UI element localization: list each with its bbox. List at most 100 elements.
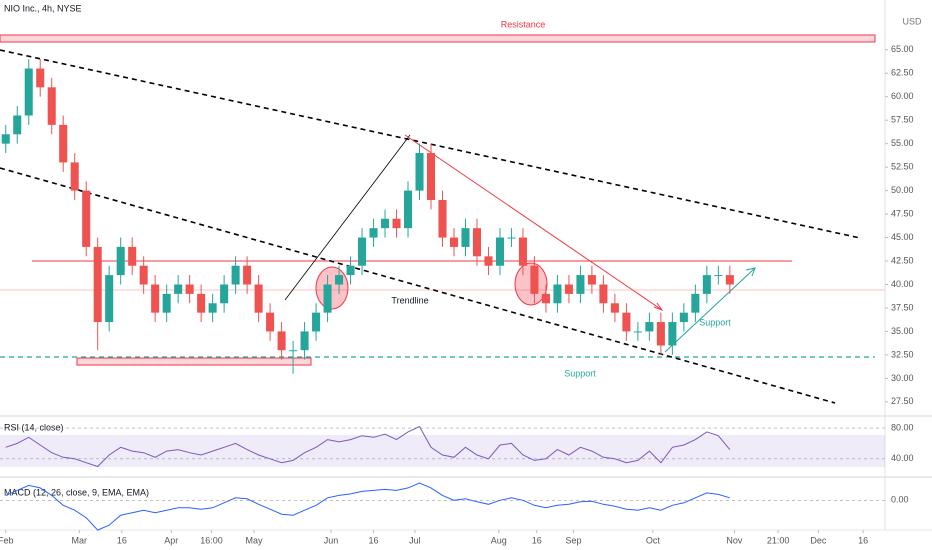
candle-body (174, 284, 183, 294)
candle-body (93, 246, 102, 323)
candle-body (725, 275, 734, 285)
y-tick-label: 40.00 (891, 453, 914, 463)
candle-body (323, 284, 332, 313)
x-tick-label: 16 (858, 535, 868, 545)
candle-body (36, 68, 45, 88)
x-tick-label: May (245, 535, 263, 545)
candle-body (392, 218, 401, 229)
candle-body (645, 322, 654, 332)
x-tick-label: 21:00 (767, 535, 790, 545)
x-tick-label: 16 (117, 535, 127, 545)
candle-body (472, 228, 482, 257)
arrow-head (653, 302, 664, 312)
chart-title: NIO Inc., 4h, NYSE (4, 3, 82, 13)
y-tick-label: 57.50 (891, 115, 914, 125)
candle-body (495, 237, 504, 266)
candle-body (208, 303, 217, 313)
x-tick-label: Nov (726, 535, 743, 545)
x-tick-label: Oct (646, 535, 661, 545)
candle-body (381, 218, 390, 229)
x-tick-label: Jul (409, 535, 421, 545)
candle-body (139, 265, 148, 285)
candle-body (346, 265, 355, 276)
candle-body (24, 68, 33, 116)
highlight-circle (315, 266, 349, 310)
y-tick-label: 60.00 (891, 91, 914, 101)
candle-body (254, 284, 263, 313)
candle-body (610, 303, 619, 313)
candle-body (702, 275, 711, 294)
y-tick-label: 40.00 (891, 279, 914, 289)
candle-body (679, 312, 688, 323)
candle-body (461, 228, 470, 247)
candle-body (426, 153, 436, 200)
candle-body (438, 199, 447, 238)
indicator-line (5, 425, 731, 468)
x-tick-label: 16 (369, 535, 379, 545)
annotation: Support (564, 368, 596, 378)
candle-body (116, 246, 125, 276)
candle-body (185, 284, 194, 294)
candle-body (151, 284, 160, 313)
y-tick-label: 0.00 (891, 495, 909, 505)
candle-body (691, 293, 700, 313)
candle-body (128, 246, 137, 266)
y-tick-label: 35.00 (891, 326, 914, 336)
candle-body (289, 350, 298, 352)
y-tick-label: 45.00 (891, 232, 914, 242)
x-tick-label: 16:00 (200, 535, 223, 545)
candle-body (70, 162, 79, 191)
candle-body (530, 265, 539, 294)
annotation: Trendline (391, 295, 428, 305)
y-tick-label: 42.50 (891, 255, 914, 265)
x-tick-label: Dec (810, 535, 827, 545)
indicator-title: RSI (14, close) (4, 422, 64, 432)
x-tick-label: Aug (491, 535, 507, 545)
support-zone (76, 357, 312, 366)
y-tick-label: 65.00 (891, 44, 914, 54)
arrow-head (745, 267, 756, 277)
y-tick-label: 50.00 (891, 185, 914, 195)
y-tick-label: 27.50 (891, 396, 914, 406)
candle-body (105, 275, 114, 323)
candle-body (599, 284, 608, 304)
candle-body (369, 228, 378, 238)
candle-body (82, 190, 91, 247)
candle-body (335, 275, 344, 285)
candle-body (243, 265, 252, 285)
y-tick-label: 62.50 (891, 68, 914, 78)
candle-body (622, 312, 631, 332)
x-tick-label: Sep (566, 535, 582, 545)
candle-body (300, 331, 309, 351)
candle-body (231, 265, 240, 285)
candle-body (518, 237, 527, 266)
candle-body (277, 331, 286, 351)
candle-body (656, 322, 665, 346)
candle-body (541, 293, 550, 304)
channel-upper (0, 49, 861, 239)
rsi-band (0, 435, 885, 467)
y-tick-label: 32.50 (891, 349, 914, 359)
currency: USD (902, 16, 922, 26)
candle-body (415, 153, 424, 191)
rise-arrow (664, 267, 756, 353)
indicator-title: MACD (12, 26, close, 9, EMA, EMA) (4, 487, 149, 497)
x-tick-label: Feb (0, 535, 14, 545)
candle-body (47, 87, 56, 125)
y-tick-label: 52.50 (891, 162, 914, 172)
x-tick-label: Apr (164, 535, 178, 545)
rise-line (284, 134, 411, 301)
y-tick-label: 80.00 (891, 422, 914, 432)
resistance-zone (0, 34, 876, 43)
candle-body (197, 293, 206, 313)
candle-body (13, 115, 22, 135)
candle-body (266, 312, 275, 332)
candle-body (576, 275, 585, 294)
candle-body (507, 237, 516, 239)
y-tick-label: 30.00 (891, 373, 914, 383)
y-tick-label: 55.00 (891, 138, 914, 148)
channel-lower (0, 167, 836, 404)
annotation: Resistance (501, 19, 546, 29)
